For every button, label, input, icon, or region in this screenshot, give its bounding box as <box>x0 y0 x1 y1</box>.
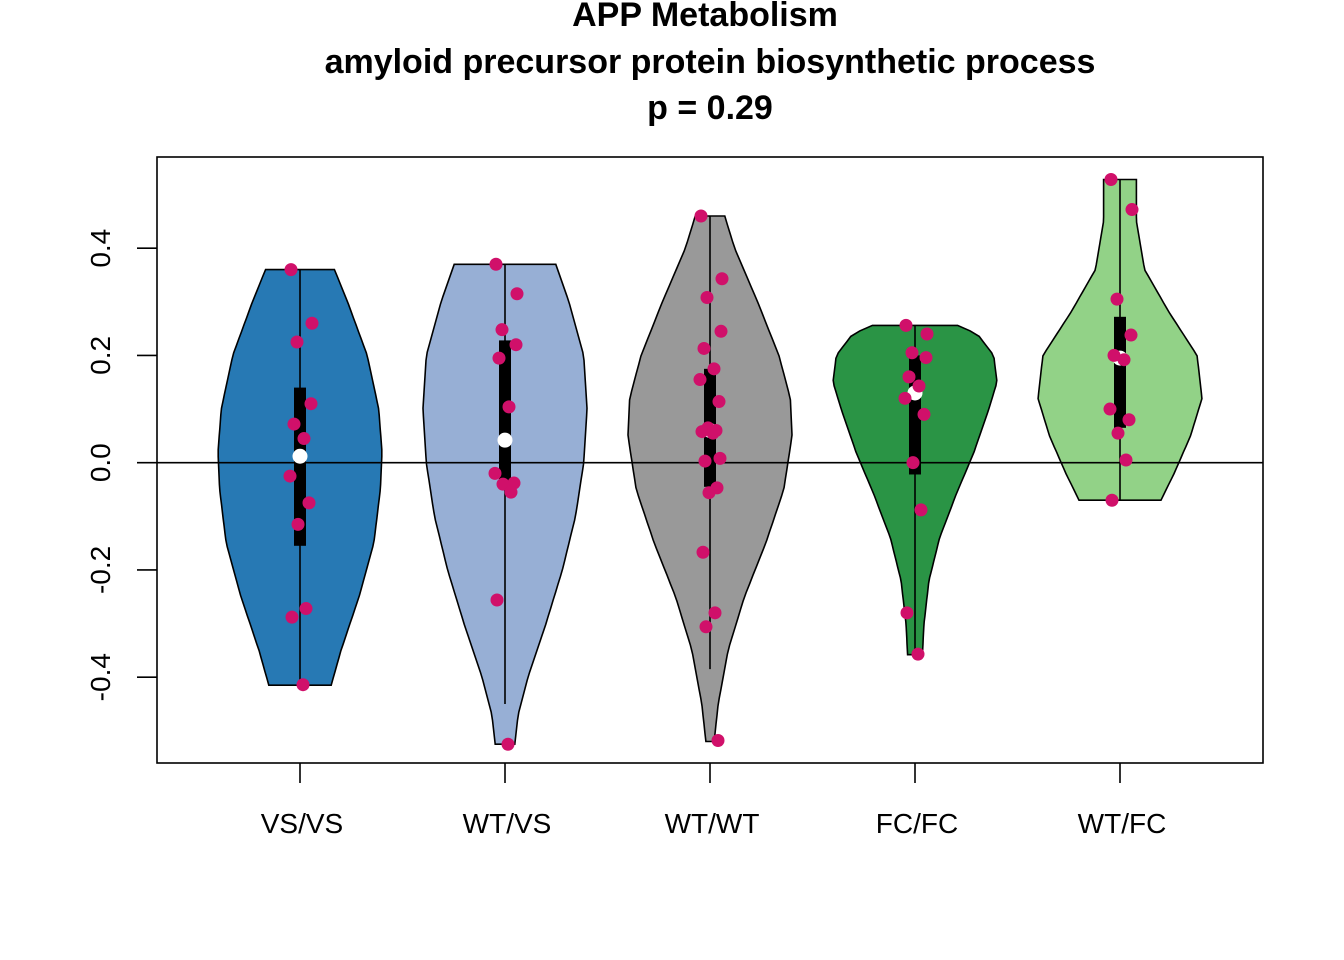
y-tick-label: 0.0 <box>85 443 116 482</box>
violin-group-fc-fc <box>832 324 998 656</box>
data-point <box>706 426 720 440</box>
data-point <box>917 407 931 421</box>
data-point <box>291 517 305 531</box>
data-point <box>1110 292 1124 306</box>
data-point <box>302 496 316 510</box>
data-point <box>304 397 318 411</box>
x-tick-label: FC/FC <box>876 808 958 839</box>
chart-title: APP Metabolism <box>572 0 838 34</box>
x-tick-label: VS/VS <box>261 808 343 839</box>
data-point <box>495 323 509 337</box>
median-point <box>497 432 513 448</box>
violin-group-wt-fc <box>1037 178 1203 501</box>
data-point <box>919 351 933 365</box>
data-point <box>509 338 523 352</box>
data-point <box>699 620 713 634</box>
y-tick-label: 0.4 <box>85 229 116 268</box>
data-point <box>1111 426 1125 440</box>
median-point <box>292 448 308 464</box>
data-point <box>1125 203 1139 217</box>
data-point <box>906 456 920 470</box>
data-point <box>490 593 504 607</box>
data-point <box>898 391 912 405</box>
data-point <box>905 346 919 360</box>
data-point <box>1103 402 1117 416</box>
data-point <box>504 485 518 499</box>
data-point <box>285 610 299 624</box>
y-tick-label: -0.4 <box>85 653 116 701</box>
data-point <box>707 362 721 376</box>
data-point <box>702 486 716 500</box>
data-point <box>510 287 524 301</box>
x-tick-label: WT/WT <box>665 808 760 839</box>
data-point <box>1104 173 1118 187</box>
data-point <box>1105 493 1119 507</box>
data-point <box>488 466 502 480</box>
data-point <box>715 272 729 286</box>
plot-area <box>157 173 1263 751</box>
data-point <box>899 318 913 332</box>
data-point <box>708 606 722 620</box>
data-point <box>695 425 709 439</box>
data-point <box>284 263 298 277</box>
data-point <box>299 602 313 616</box>
y-tick-label: 0.2 <box>85 336 116 375</box>
data-point <box>283 469 297 483</box>
violin-box <box>1114 316 1126 428</box>
x-tick-label: WT/VS <box>463 808 552 839</box>
chart-pvalue: p = 0.29 <box>647 89 773 127</box>
plot-frame <box>156 156 1264 764</box>
data-point <box>712 395 726 409</box>
data-point <box>912 379 926 393</box>
data-point <box>713 451 727 465</box>
data-point <box>902 370 916 384</box>
data-point <box>296 678 310 692</box>
data-point <box>496 477 510 491</box>
data-point <box>696 545 710 559</box>
data-point <box>693 373 707 387</box>
data-point <box>297 432 311 446</box>
data-point <box>914 503 928 517</box>
data-point <box>1124 328 1138 342</box>
data-point <box>714 324 728 338</box>
data-point <box>501 737 515 751</box>
data-point <box>711 733 725 747</box>
data-point <box>492 351 506 365</box>
data-point <box>502 400 516 414</box>
y-tick-label: -0.2 <box>85 546 116 594</box>
data-point <box>287 417 301 431</box>
data-point <box>697 341 711 355</box>
data-point <box>694 209 708 223</box>
axes: VS/VS WT/VS WT/WT FC/FC WT/FC -0.4 -0.2 0.0 0.2 0… <box>85 229 1166 839</box>
data-point <box>698 454 712 468</box>
data-point <box>1119 453 1133 467</box>
violin-box <box>499 340 511 487</box>
data-point <box>1117 353 1131 367</box>
data-point <box>290 335 304 349</box>
data-point <box>700 291 714 305</box>
violin-group-wt-vs <box>422 263 588 745</box>
data-point <box>900 606 914 620</box>
data-point <box>1122 413 1136 427</box>
violin-group-vs-vs <box>217 268 383 686</box>
x-tick-label: WT/FC <box>1078 808 1167 839</box>
data-point <box>489 257 503 271</box>
chart-subtitle: amyloid precursor protein biosynthetic p… <box>325 43 1096 81</box>
data-point <box>305 316 319 330</box>
data-point <box>1107 348 1121 362</box>
data-point <box>920 327 934 341</box>
data-point <box>911 647 925 661</box>
